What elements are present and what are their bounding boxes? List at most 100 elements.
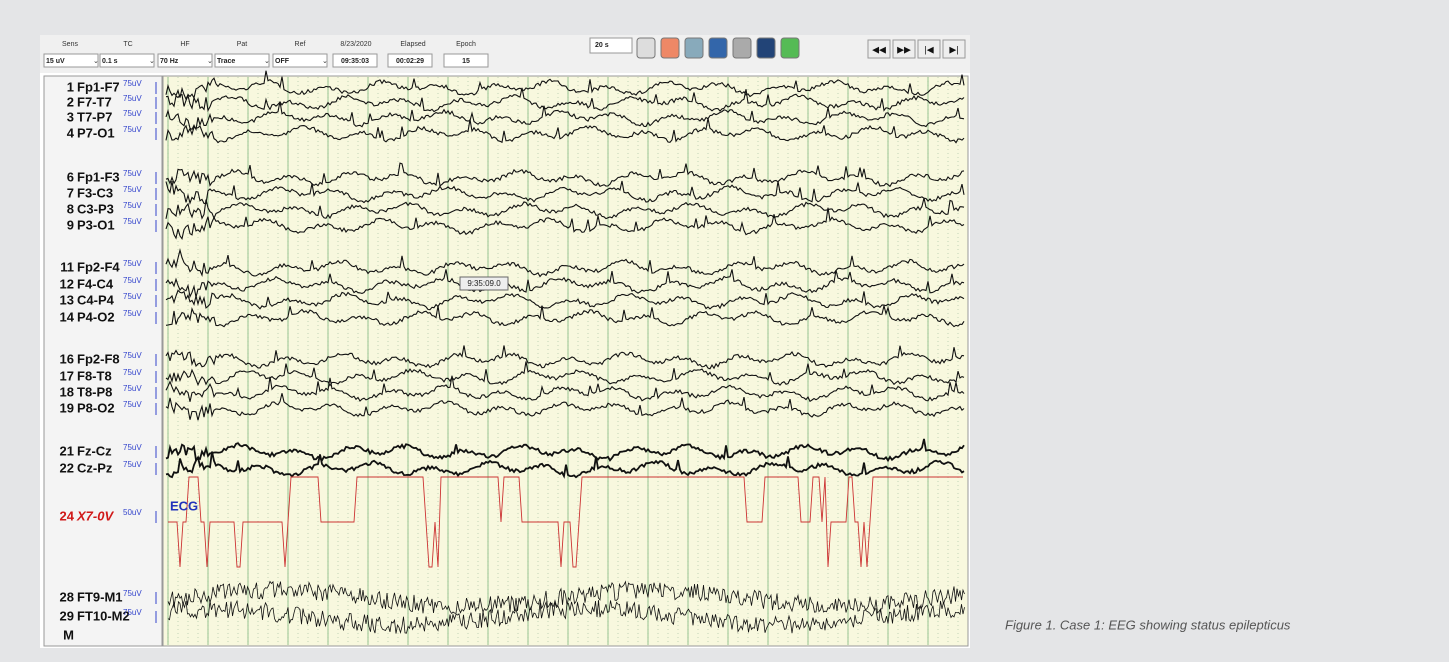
- channel-scale: 75uV: [123, 292, 142, 301]
- channel-scale: 75uV: [123, 201, 142, 210]
- trace-area: [163, 76, 968, 646]
- channel-name: P8-O2: [77, 400, 115, 415]
- channel-scale: 75uV: [123, 259, 142, 268]
- channel-name: Fp1-F3: [77, 169, 120, 184]
- field-label: 8/23/2020: [340, 41, 371, 48]
- field-value: 15 uV: [46, 58, 65, 65]
- channel-scale: 75uV: [123, 309, 142, 318]
- channel-scale: 75uV: [123, 400, 142, 409]
- field-label: Pat: [237, 41, 248, 48]
- channel-scale: 75uV: [123, 94, 142, 103]
- channel-number: 1: [67, 79, 74, 94]
- tool-icon[interactable]: [733, 38, 751, 58]
- channel-scale: 75uV: [123, 79, 142, 88]
- cursor-time: 9:35:09.0: [467, 279, 501, 288]
- channel-scale: 75uV: [123, 276, 142, 285]
- channel-name: FT9-M1: [77, 589, 123, 604]
- field-value: 0.1 s: [102, 58, 118, 65]
- channel-name: P3-O1: [77, 217, 115, 232]
- channel-scale: 75uV: [123, 125, 142, 134]
- channel-scale: 75uV: [123, 368, 142, 377]
- channel-scale: 75uV: [123, 460, 142, 469]
- channel-name: F3-C3: [77, 185, 113, 200]
- page-length: 20 s: [595, 42, 609, 49]
- tool-icon[interactable]: [637, 38, 655, 58]
- channel-name: Fp2-F8: [77, 351, 120, 366]
- channel-scale: 75uV: [123, 109, 142, 118]
- field-label: TC: [123, 41, 132, 48]
- caption: Figure 1. Case 1: EEG showing status epi…: [1005, 617, 1291, 632]
- nav-icon: ▶|: [949, 44, 958, 54]
- field-label: Ref: [295, 41, 306, 48]
- field-value: 70 Hz: [160, 58, 179, 65]
- channel-scale: 75uV: [123, 351, 142, 360]
- channel-name: T7-P7: [77, 109, 112, 124]
- channel-number: 11: [60, 259, 74, 274]
- nav-icon: ◀◀: [872, 44, 886, 54]
- field-value: Trace: [217, 58, 235, 65]
- channel-number: 22: [60, 460, 74, 475]
- field-label: Elapsed: [400, 41, 425, 48]
- channel-number: 29: [60, 608, 74, 623]
- channel-number: 7: [67, 185, 74, 200]
- channel-name: C4-P4: [77, 292, 115, 307]
- field-label: HF: [180, 41, 189, 48]
- channel-name: F8-T8: [77, 368, 112, 383]
- field-label: Sens: [62, 41, 78, 48]
- montage-marker: M: [63, 627, 74, 642]
- channel-number: 9: [67, 217, 74, 232]
- nav-icon: |◀: [924, 44, 933, 54]
- tool-icon[interactable]: [757, 38, 775, 58]
- channel-number: 14: [60, 309, 75, 324]
- channel-name: T8-P8: [77, 384, 112, 399]
- field-value: 15: [462, 58, 470, 65]
- channel-scale: 75uV: [123, 608, 142, 617]
- field-value: 00:02:29: [396, 58, 424, 65]
- channel-name: P4-O2: [77, 309, 115, 324]
- channel-scale: 50uV: [123, 508, 142, 517]
- channel-name: F7-T7: [77, 94, 112, 109]
- channel-scale: 75uV: [123, 384, 142, 393]
- dropdown-arrow: ⌄: [93, 58, 99, 65]
- channel-name: X7-0V: [76, 508, 114, 523]
- channel-scale: 75uV: [123, 217, 142, 226]
- channel-name: FT10-M2: [77, 608, 130, 623]
- ecg-label: ECG: [170, 498, 198, 513]
- channel-scale: 75uV: [123, 185, 142, 194]
- channel-number: 24: [60, 508, 75, 523]
- channel-number: 12: [60, 276, 74, 291]
- channel-number: 19: [60, 400, 74, 415]
- channel-number: 17: [60, 368, 74, 383]
- tool-icon[interactable]: [685, 38, 703, 58]
- page: Sens15 uV⌄TC0.1 s⌄HF70 Hz⌄PatTrace⌄RefOF…: [0, 0, 1449, 662]
- channel-scale: 75uV: [123, 443, 142, 452]
- channel-number: 8: [67, 201, 74, 216]
- tool-icon[interactable]: [709, 38, 727, 58]
- dropdown-arrow: ⌄: [264, 58, 270, 65]
- channel-name: Fp2-F4: [77, 259, 120, 274]
- field-value: 09:35:03: [341, 58, 369, 65]
- channel-number: 16: [60, 351, 74, 366]
- channel-name: F4-C4: [77, 276, 114, 291]
- channel-name: Fp1-F7: [77, 79, 120, 94]
- channel-name: Fz-Cz: [77, 443, 112, 458]
- channel-number: 21: [60, 443, 74, 458]
- channel-number: 28: [60, 589, 74, 604]
- channel-scale: 75uV: [123, 169, 142, 178]
- channel-name: Cz-Pz: [77, 460, 113, 475]
- channel-number: 13: [60, 292, 74, 307]
- dropdown-arrow: ⌄: [207, 58, 213, 65]
- channel-scale: 75uV: [123, 589, 142, 598]
- dropdown-arrow: ⌄: [322, 58, 328, 65]
- tool-icon[interactable]: [661, 38, 679, 58]
- figure: Sens15 uV⌄TC0.1 s⌄HF70 Hz⌄PatTrace⌄RefOF…: [0, 0, 1449, 662]
- channel-number: 3: [67, 109, 74, 124]
- tool-icon[interactable]: [781, 38, 799, 58]
- field-value: OFF: [275, 58, 290, 65]
- channel-number: 4: [67, 125, 75, 140]
- channel-number: 18: [60, 384, 74, 399]
- channel-number: 2: [67, 94, 74, 109]
- channel-name: P7-O1: [77, 125, 115, 140]
- dropdown-arrow: ⌄: [149, 58, 155, 65]
- channel-name: C3-P3: [77, 201, 114, 216]
